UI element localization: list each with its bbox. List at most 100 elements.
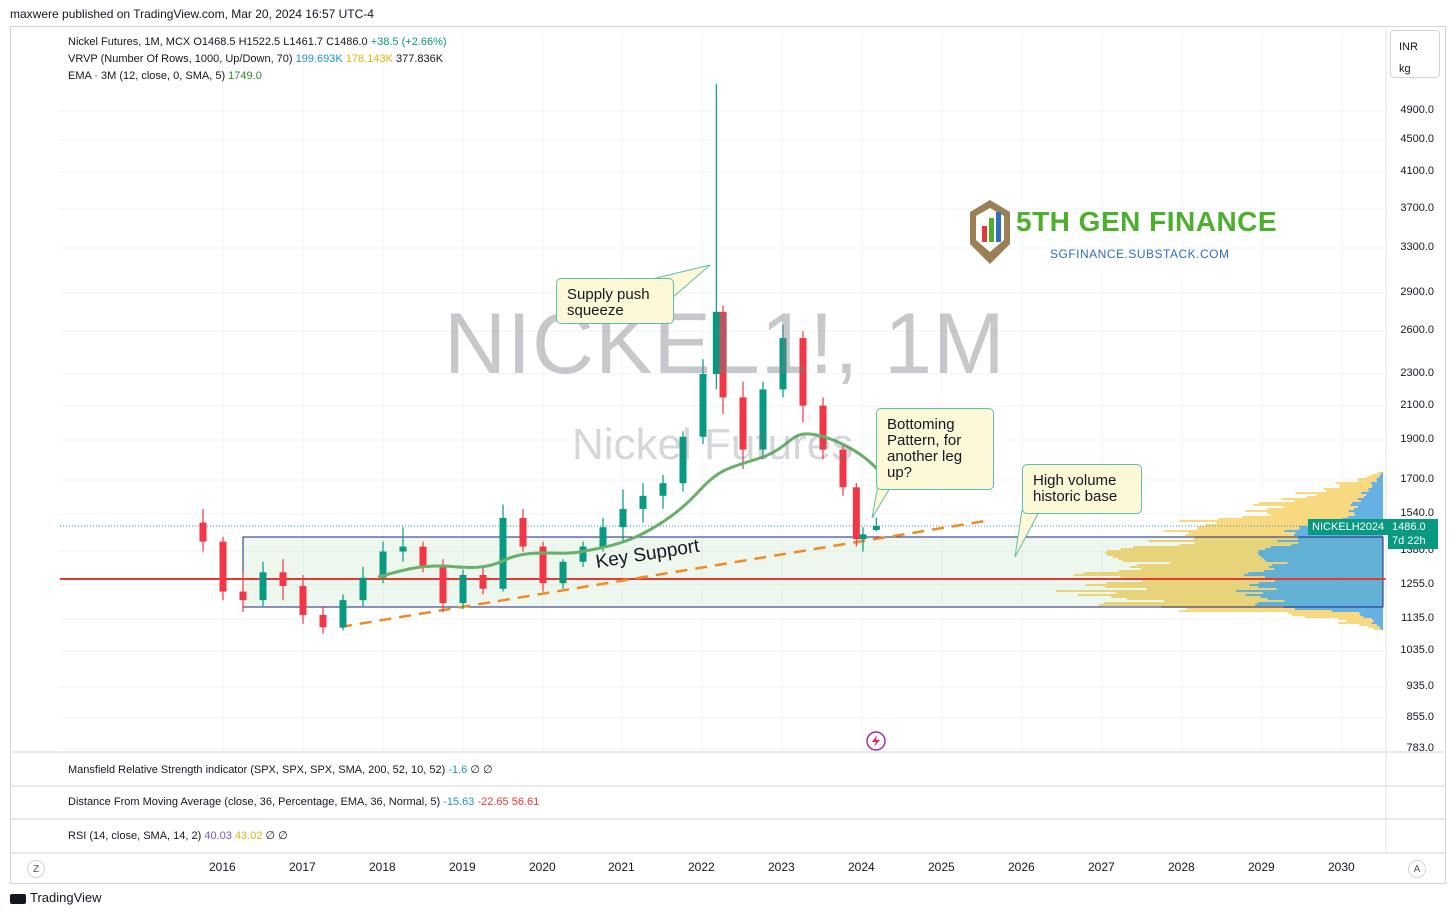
current-price-tag: 1486.0 7d 22h	[1388, 519, 1438, 549]
price-tick-label: 1900.0	[1400, 433, 1434, 445]
price-tick-label: 1035.0	[1400, 644, 1434, 656]
pane-distance-ma[interactable]: Distance From Moving Average (close, 36,…	[68, 796, 539, 808]
price-tick-label: 4500.0	[1400, 133, 1434, 145]
candle-body	[479, 575, 487, 589]
candle-body	[699, 373, 707, 437]
candle-body	[419, 546, 427, 568]
vp-bar-up	[1118, 570, 1264, 572]
candle-body	[759, 389, 767, 450]
vp-bar-down	[1380, 628, 1383, 630]
vp-bar-down	[1257, 602, 1383, 604]
pane-mansfield[interactable]: Mansfield Relative Strength indicator (S…	[68, 763, 493, 776]
price-tick-label: 3300.0	[1400, 241, 1434, 253]
vp-bar-down	[1376, 478, 1383, 480]
brand-logo-icon	[970, 200, 1010, 264]
price-tick-label: 2600.0	[1400, 324, 1434, 336]
vp-bar-down	[1361, 492, 1383, 494]
legend-open: O1468.5	[193, 36, 236, 48]
vp-bar-down	[1258, 582, 1383, 584]
bar-countdown: 7d 22h	[1392, 535, 1426, 547]
time-tick-label: 2024	[848, 860, 875, 874]
price-tick-label: 4900.0	[1400, 104, 1434, 116]
vp-bar-down	[1248, 572, 1383, 574]
callout-bottoming[interactable]: Bottoming Pattern, for another leg up?	[876, 408, 994, 490]
auto-scale-button[interactable]: A	[1408, 860, 1426, 878]
callout-high-volume[interactable]: High volume historic base	[1022, 464, 1142, 514]
vp-bar-up	[1292, 614, 1361, 616]
vp-bar-up	[1326, 490, 1369, 492]
vp-bar-down	[1360, 500, 1383, 502]
vp-bar-down	[1294, 534, 1383, 536]
vp-bar-up	[1179, 520, 1333, 522]
legend-vrvp-down: 178.143K	[345, 53, 393, 65]
callout-supply[interactable]: Supply push squeeze	[556, 278, 674, 324]
distance-label: Distance From Moving Average (close, 36,…	[68, 796, 441, 808]
vp-bar-down	[1359, 612, 1383, 614]
candle-body	[679, 436, 687, 484]
pane-rsi[interactable]: RSI (14, close, SMA, 14, 2) 40.03 43.02 …	[68, 829, 288, 842]
price-tick-label: 4100.0	[1400, 165, 1434, 177]
candle-body	[852, 487, 860, 540]
vp-bar-up	[1146, 588, 1277, 590]
vp-bar-down	[1297, 538, 1383, 540]
vp-bar-up	[1106, 554, 1259, 556]
legend-vrvp-label: VRVP (Number Of Rows, 1000, Up/Down, 70)	[68, 53, 293, 65]
vp-bar-down	[1368, 488, 1383, 490]
legend-symbol-label: Nickel Futures, 1M, MCX	[68, 36, 191, 48]
time-tick-label: 2017	[289, 860, 316, 874]
chart-frame	[10, 26, 1446, 884]
price-tick-label: 1700.0	[1400, 473, 1434, 485]
vp-bar-up	[1218, 518, 1342, 520]
legend-ema-line[interactable]: EMA · 3M (12, close, 0, SMA, 5) 1749.0	[68, 68, 447, 85]
current-price-value: 1486.0	[1392, 521, 1426, 533]
vp-bar-up	[1110, 596, 1261, 598]
candle-body	[499, 517, 507, 589]
ema-line	[377, 432, 880, 579]
vp-bar-down	[1368, 490, 1383, 492]
mansfield-label: Mansfield Relative Strength indicator (S…	[68, 764, 446, 776]
vp-bar-up	[1193, 538, 1298, 540]
vp-bar-up	[1346, 620, 1374, 622]
candle-body	[719, 311, 727, 398]
time-tick-label: 2028	[1168, 860, 1195, 874]
tradingview-logo[interactable]: TradingView	[10, 890, 102, 905]
high-volume-base-box	[242, 536, 1384, 608]
unit-label: kg	[1399, 63, 1411, 75]
vp-bar-up	[1339, 486, 1373, 488]
vp-bar-up	[1338, 618, 1372, 620]
price-tick-label: 1540.0	[1400, 507, 1434, 519]
brand-name: 5TH GEN FINANCE	[1016, 206, 1278, 237]
legend-low: L1461.7	[283, 36, 323, 48]
candle-body	[639, 495, 647, 509]
vp-bar-up	[1281, 498, 1358, 500]
vp-bar-up	[1242, 516, 1348, 518]
legend-vrvp-line[interactable]: VRVP (Number Of Rows, 1000, Up/Down, 70)…	[68, 51, 447, 68]
vp-bar-down	[1366, 494, 1383, 496]
vp-bar-down	[1243, 574, 1383, 576]
vp-bar-up	[1338, 622, 1372, 624]
legend-symbol-line[interactable]: Nickel Futures, 1M, MCX O1468.5 H1522.5 …	[68, 34, 447, 51]
time-tick-label: 2018	[369, 860, 396, 874]
time-tick-label: 2023	[768, 860, 795, 874]
currency-unit-selector[interactable]: INR kg	[1390, 30, 1440, 78]
rsi-sma-value: 43.02	[234, 830, 263, 842]
vp-bar-up	[1188, 532, 1296, 534]
price-tick-label: 935.0	[1406, 680, 1434, 692]
candle-body	[819, 405, 827, 450]
vp-bar-down	[1265, 548, 1383, 550]
time-tick-label: 2019	[449, 860, 476, 874]
price-tick-label: 2900.0	[1400, 286, 1434, 298]
rsi-label: RSI (14, close, SMA, 14, 2)	[68, 830, 202, 842]
zoom-reset-button[interactable]: Z	[27, 860, 45, 878]
vp-bar-down	[1348, 510, 1383, 512]
vp-bar-down	[1249, 584, 1383, 586]
time-tick-label: 2029	[1248, 860, 1275, 874]
vp-bar-down	[1273, 568, 1383, 570]
legend-vrvp-total: 377.836K	[395, 53, 444, 65]
candle-body	[559, 561, 567, 584]
vp-bar-down	[1263, 570, 1383, 572]
price-tick-label: 3700.0	[1400, 202, 1434, 214]
vp-bar-down	[1287, 562, 1383, 564]
vp-bar-up	[1163, 530, 1285, 532]
